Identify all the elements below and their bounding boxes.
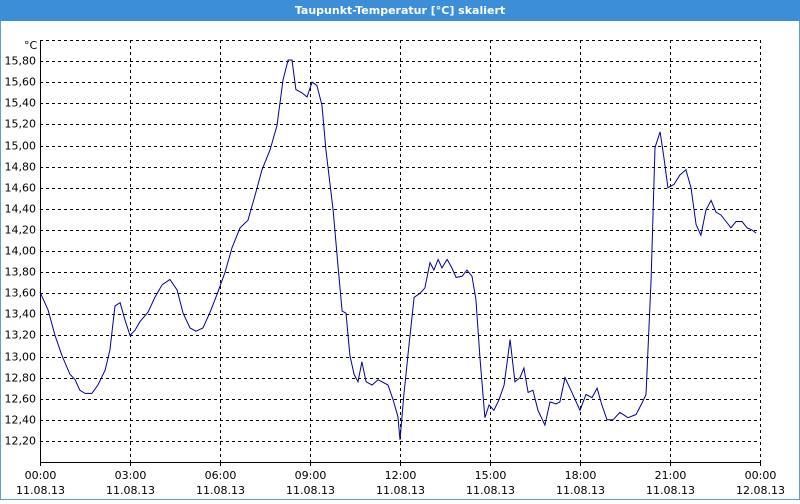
- y-tick-label: 14,00: [5, 245, 37, 258]
- y-tick-label: 13,00: [5, 351, 37, 364]
- x-tick-label: 15:00: [475, 469, 507, 482]
- y-tick-label: 13,60: [5, 287, 37, 300]
- y-tick-label: 15,60: [5, 76, 37, 89]
- y-tick-label: 13,80: [5, 266, 37, 279]
- y-tick-label: 15,40: [5, 97, 37, 110]
- x-tick-label: 12:00: [385, 469, 417, 482]
- y-tick-label: 15,80: [5, 55, 37, 68]
- x-tick-label: 03:00: [115, 469, 147, 482]
- x-tick-label: 09:00: [295, 469, 327, 482]
- y-tick-label: 14,60: [5, 182, 37, 195]
- y-tick-label: 14,80: [5, 161, 37, 174]
- y-tick-label: 13,40: [5, 308, 37, 321]
- x-tick-date: 11.08.13: [556, 484, 605, 497]
- x-tick-date: 11.08.13: [376, 484, 425, 497]
- x-tick-date: 11.08.13: [286, 484, 335, 497]
- x-tick-date: 11.08.13: [646, 484, 695, 497]
- x-tick-label: 00:00: [745, 469, 777, 482]
- x-tick-date: 11.08.13: [466, 484, 515, 497]
- y-unit-label: °C: [24, 39, 38, 52]
- x-tick-date: 12.08.13: [736, 484, 785, 497]
- chart-title: Taupunkt-Temperatur [°C] skaliert: [295, 4, 505, 17]
- y-tick-label: 12,60: [5, 393, 37, 406]
- y-tick-label: 13,20: [5, 329, 37, 342]
- y-tick-label: 14,40: [5, 203, 37, 216]
- x-tick-date: 11.08.13: [106, 484, 155, 497]
- x-tick-label: 06:00: [205, 469, 237, 482]
- y-tick-label: 12,40: [5, 414, 37, 427]
- x-tick-date: 11.08.13: [196, 484, 245, 497]
- x-tick-label: 18:00: [565, 469, 597, 482]
- y-tick-label: 12,80: [5, 372, 37, 385]
- y-tick-label: 14,20: [5, 224, 37, 237]
- x-tick-label: 21:00: [655, 469, 687, 482]
- y-tick-label: 15,20: [5, 118, 37, 131]
- data-line: [39, 59, 757, 440]
- x-tick-label: 00:00: [25, 469, 57, 482]
- y-tick-label: 15,00: [5, 140, 37, 153]
- title-bar: [0, 0, 800, 21]
- y-tick-label: 12,20: [5, 435, 37, 448]
- x-tick-date: 11.08.13: [16, 484, 65, 497]
